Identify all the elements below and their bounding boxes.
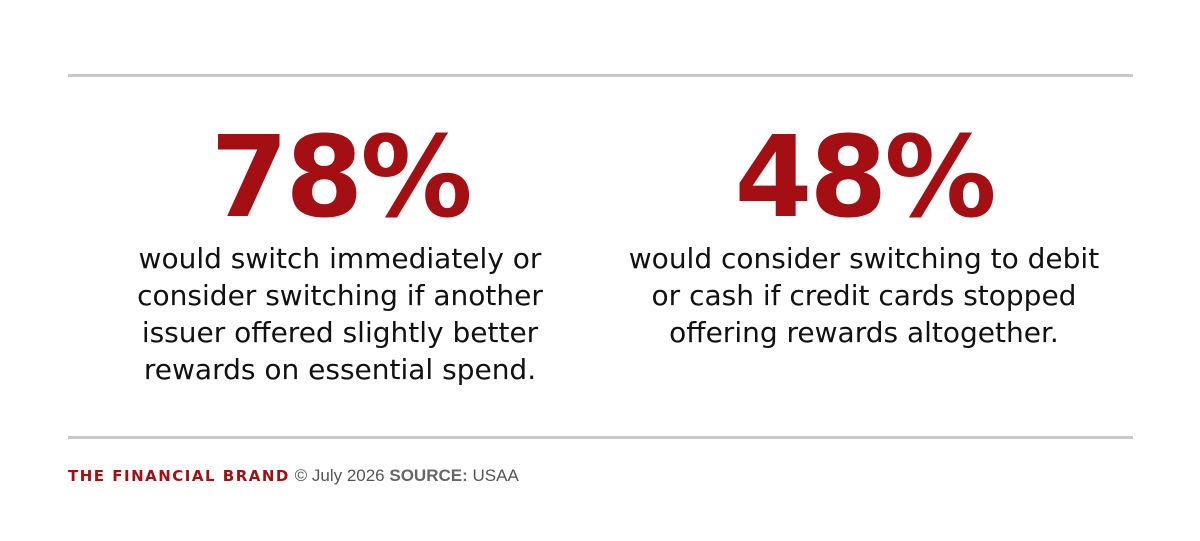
top-divider xyxy=(68,74,1133,77)
stat-description-switch-debit-cash: would consider switching to debit or cas… xyxy=(628,242,1100,349)
copyright-date: © July 2026 xyxy=(294,466,385,485)
stat-block-switch-debit-cash: 48% would consider switching to debit or… xyxy=(624,118,1104,351)
brand-name: THE FINANCIAL BRAND xyxy=(68,467,290,485)
stat-value-78-percent: 78% xyxy=(210,113,472,243)
stat-block-switch-issuer: 78% would switch immediately or consider… xyxy=(100,118,580,388)
source-value: USAA xyxy=(472,466,519,485)
stat-value-48-percent: 48% xyxy=(734,113,996,243)
bottom-divider xyxy=(68,436,1133,439)
footer-credit-line: THE FINANCIAL BRAND © July 2026 SOURCE: … xyxy=(68,464,519,488)
source-label: SOURCE: xyxy=(389,466,468,485)
stat-description-switch-issuer: would switch immediately or consider swi… xyxy=(137,242,543,386)
